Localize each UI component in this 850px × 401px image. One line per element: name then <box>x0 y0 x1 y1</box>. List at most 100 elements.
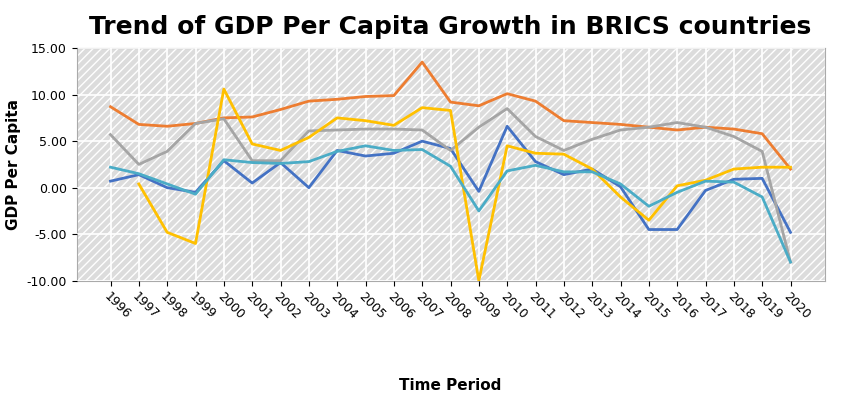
South Africa <box>473 209 484 213</box>
Brazil <box>672 227 683 232</box>
Brazil <box>728 177 739 182</box>
Brazil <box>558 172 569 177</box>
India <box>757 149 768 154</box>
Title: Trend of GDP Per Capita Growth in BRICS countries: Trend of GDP Per Capita Growth in BRICS … <box>89 15 812 39</box>
South Africa <box>190 192 201 196</box>
Russia <box>445 108 456 113</box>
Brazil <box>247 180 258 185</box>
South Africa <box>587 170 598 174</box>
Brazil <box>275 160 286 165</box>
Russia <box>785 165 796 170</box>
Russia <box>700 178 711 182</box>
South Africa <box>643 204 654 209</box>
Russia <box>332 115 343 120</box>
Brazil <box>615 184 626 189</box>
Brazil <box>162 185 173 190</box>
India <box>587 137 598 142</box>
South Africa <box>275 161 286 166</box>
India <box>672 120 683 125</box>
Brazil <box>417 139 428 144</box>
China <box>105 104 116 109</box>
Russia <box>388 123 399 128</box>
Brazil <box>332 148 343 153</box>
India <box>388 127 399 132</box>
Line: Russia: Russia <box>139 89 790 281</box>
China <box>558 118 569 123</box>
Bar <box>76 48 824 281</box>
India <box>218 116 229 121</box>
India <box>275 158 286 163</box>
India <box>473 125 484 130</box>
Russia <box>530 151 541 156</box>
X-axis label: Time Period: Time Period <box>400 378 502 393</box>
Brazil <box>190 190 201 195</box>
China <box>473 103 484 108</box>
South Africa <box>247 160 258 165</box>
India <box>190 121 201 126</box>
Line: India: India <box>110 109 790 262</box>
China <box>587 120 598 125</box>
Bar <box>76 48 824 281</box>
Brazil <box>360 154 371 158</box>
China <box>785 167 796 172</box>
Brazil <box>785 230 796 235</box>
China <box>445 100 456 105</box>
Russia <box>502 144 513 148</box>
South Africa <box>502 168 513 173</box>
Russia <box>303 135 314 140</box>
Y-axis label: GDP Per Capita: GDP Per Capita <box>6 99 21 230</box>
Russia <box>360 118 371 123</box>
Brazil <box>445 146 456 151</box>
China <box>388 93 399 98</box>
Brazil <box>502 124 513 129</box>
South Africa <box>105 165 116 170</box>
Russia <box>615 194 626 199</box>
Brazil <box>587 167 598 172</box>
South Africa <box>615 182 626 186</box>
South Africa <box>728 180 739 184</box>
China <box>530 99 541 103</box>
Russia <box>417 105 428 110</box>
China <box>162 124 173 129</box>
South Africa <box>530 163 541 168</box>
Brazil <box>303 185 314 190</box>
China <box>700 125 711 130</box>
China <box>218 115 229 120</box>
Russia <box>558 152 569 156</box>
Russia <box>728 167 739 172</box>
China <box>502 91 513 96</box>
India <box>247 158 258 163</box>
Russia <box>247 142 258 146</box>
South Africa <box>388 148 399 153</box>
China <box>672 128 683 132</box>
Russia <box>162 230 173 235</box>
India <box>502 106 513 111</box>
China <box>275 107 286 112</box>
Russia <box>473 278 484 283</box>
China <box>332 97 343 102</box>
South Africa <box>332 149 343 154</box>
South Africa <box>303 159 314 164</box>
Brazil <box>530 159 541 164</box>
South Africa <box>417 147 428 152</box>
Russia <box>133 182 144 186</box>
South Africa <box>757 194 768 199</box>
India <box>105 132 116 137</box>
India <box>700 125 711 130</box>
Brazil <box>700 188 711 193</box>
Brazil <box>218 158 229 163</box>
South Africa <box>672 190 683 195</box>
India <box>643 125 654 130</box>
South Africa <box>133 171 144 176</box>
India <box>162 149 173 154</box>
Brazil <box>105 179 116 184</box>
South Africa <box>785 260 796 265</box>
China <box>303 99 314 103</box>
South Africa <box>360 144 371 148</box>
Russia <box>587 167 598 172</box>
China <box>247 115 258 119</box>
China <box>133 122 144 127</box>
China <box>360 94 371 99</box>
India <box>558 148 569 153</box>
Line: South Africa: South Africa <box>110 146 790 262</box>
